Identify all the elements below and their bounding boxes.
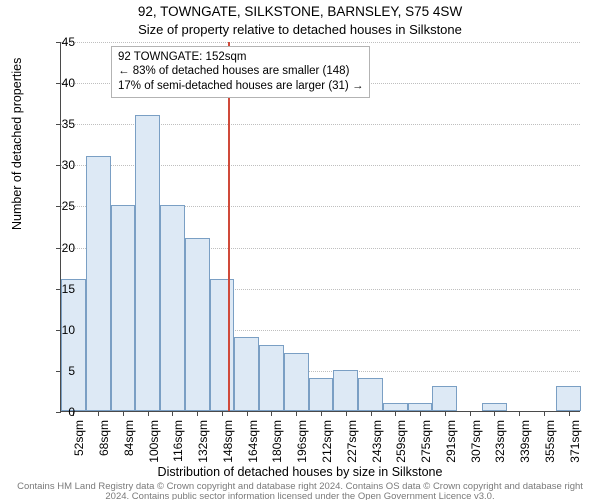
x-tick — [346, 411, 347, 416]
histogram-bar — [259, 345, 284, 411]
y-tick-label: 20 — [45, 241, 75, 255]
x-tick-label: 259sqm — [394, 420, 408, 468]
histogram-bar — [234, 337, 259, 411]
histogram-bar — [432, 386, 457, 411]
y-tick-label: 10 — [45, 323, 75, 337]
plot-area: 92 TOWNGATE: 152sqm ← 83% of detached ho… — [60, 42, 580, 412]
x-tick-label: 132sqm — [196, 420, 210, 468]
histogram-bar — [482, 403, 507, 411]
histogram-bar — [556, 386, 581, 411]
x-tick-label: 180sqm — [270, 420, 284, 468]
histogram-bar — [111, 205, 136, 411]
annotation-line2: ← 83% of detached houses are smaller (14… — [118, 64, 363, 78]
x-tick-label: 100sqm — [147, 420, 161, 468]
x-tick — [569, 411, 570, 416]
histogram-bar — [160, 205, 185, 411]
y-tick-label: 0 — [45, 405, 75, 419]
histogram-bar — [86, 156, 111, 411]
x-tick-label: 84sqm — [122, 420, 136, 468]
histogram-bar — [284, 353, 309, 411]
x-tick — [470, 411, 471, 416]
x-tick-label: 355sqm — [543, 420, 557, 468]
chart-subtitle: Size of property relative to detached ho… — [0, 22, 600, 37]
x-tick — [98, 411, 99, 416]
y-tick-label: 25 — [45, 199, 75, 213]
x-tick — [197, 411, 198, 416]
annotation-line3: 17% of semi-detached houses are larger (… — [118, 79, 363, 93]
x-tick-label: 227sqm — [345, 420, 359, 468]
footer-attribution: Contains HM Land Registry data © Crown c… — [5, 482, 595, 500]
x-tick-label: 291sqm — [444, 420, 458, 468]
x-tick — [371, 411, 372, 416]
x-tick — [395, 411, 396, 416]
x-tick — [321, 411, 322, 416]
x-tick — [445, 411, 446, 416]
x-tick — [172, 411, 173, 416]
chart-container: 92, TOWNGATE, SILKSTONE, BARNSLEY, S75 4… — [0, 0, 600, 500]
histogram-bar — [383, 403, 408, 411]
y-axis-title: Number of detached properties — [10, 58, 24, 230]
gridline — [61, 42, 580, 43]
x-tick-label: 339sqm — [518, 420, 532, 468]
x-tick-label: 164sqm — [246, 420, 260, 468]
y-tick-label: 15 — [45, 282, 75, 296]
x-tick-label: 371sqm — [568, 420, 582, 468]
histogram-bar — [309, 378, 334, 411]
histogram-bar — [408, 403, 433, 411]
histogram-bar — [185, 238, 210, 411]
x-tick-label: 307sqm — [469, 420, 483, 468]
x-tick-label: 243sqm — [370, 420, 384, 468]
histogram-bar — [333, 370, 358, 411]
annotation-box: 92 TOWNGATE: 152sqm ← 83% of detached ho… — [111, 46, 370, 98]
y-tick-label: 30 — [45, 158, 75, 172]
y-tick-label: 40 — [45, 76, 75, 90]
x-tick — [296, 411, 297, 416]
x-tick-label: 68sqm — [97, 420, 111, 468]
x-tick — [148, 411, 149, 416]
x-tick — [123, 411, 124, 416]
chart-title-address: 92, TOWNGATE, SILKSTONE, BARNSLEY, S75 4… — [0, 4, 600, 19]
x-tick — [271, 411, 272, 416]
x-tick — [222, 411, 223, 416]
histogram-bar — [358, 378, 383, 411]
y-tick-label: 5 — [45, 364, 75, 378]
x-tick — [544, 411, 545, 416]
x-tick — [420, 411, 421, 416]
x-tick-label: 196sqm — [295, 420, 309, 468]
x-tick-label: 116sqm — [171, 420, 185, 468]
histogram-bar — [61, 279, 86, 411]
x-tick-label: 148sqm — [221, 420, 235, 468]
x-tick — [519, 411, 520, 416]
x-tick-label: 323sqm — [493, 420, 507, 468]
x-tick-label: 275sqm — [419, 420, 433, 468]
x-tick — [494, 411, 495, 416]
annotation-line1: 92 TOWNGATE: 152sqm — [118, 50, 363, 64]
x-tick-label: 52sqm — [72, 420, 86, 468]
y-tick-label: 45 — [45, 35, 75, 49]
histogram-bar — [135, 115, 160, 411]
x-tick-label: 212sqm — [320, 420, 334, 468]
histogram-bar — [210, 279, 235, 411]
y-tick-label: 35 — [45, 117, 75, 131]
x-tick — [247, 411, 248, 416]
